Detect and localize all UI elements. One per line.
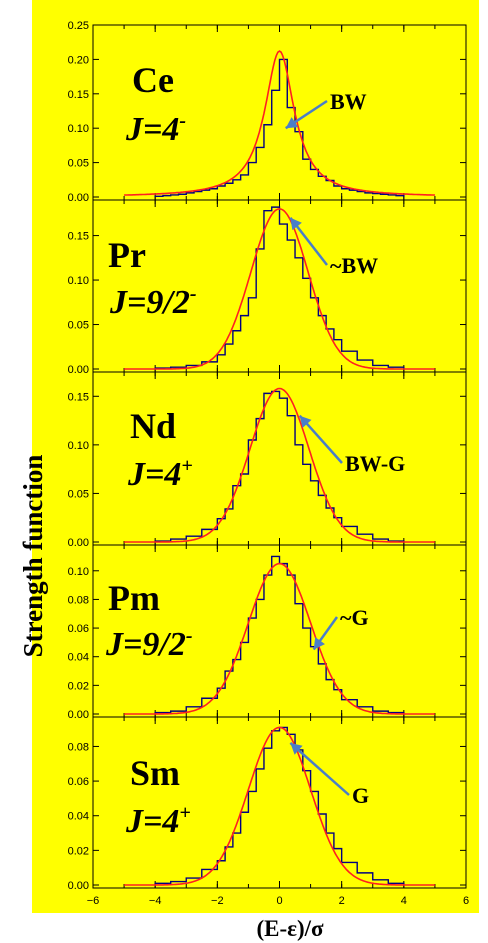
x-tick-label: −6	[87, 895, 100, 907]
y-tick-label: 0.05	[68, 488, 89, 500]
y-tick-label: 0.08	[68, 594, 89, 606]
y-tick-label: 0.05	[68, 158, 89, 170]
histogram-series	[154, 555, 405, 714]
x-tick-label: 6	[463, 895, 469, 907]
arrow-head	[313, 637, 325, 650]
y-axis-label: Strength function	[18, 455, 48, 658]
fit-curve	[124, 208, 435, 370]
y-tick-label: 0.05	[68, 320, 89, 332]
y-tick-label: 0.00	[68, 537, 89, 549]
y-tick-label: 0.04	[68, 652, 89, 664]
y-tick-label: 0.00	[68, 709, 89, 721]
arrow-head	[299, 415, 312, 428]
histogram-series	[154, 58, 405, 198]
element-label: Pm	[108, 578, 160, 618]
arrow-head	[285, 117, 299, 129]
y-tick-label: 0.20	[68, 54, 89, 66]
spin-parity-label: J=4-	[125, 110, 186, 148]
y-tick-label: 0.02	[68, 680, 89, 692]
y-tick-label: 0.08	[68, 741, 89, 753]
distribution-annotation: ~G	[340, 605, 369, 630]
x-tick-label: −4	[149, 895, 162, 907]
y-tick-label: 0.15	[68, 89, 89, 101]
y-tick-label: 0.10	[68, 123, 89, 135]
y-tick-label: 0.00	[68, 364, 89, 376]
distribution-annotation: G	[352, 783, 369, 808]
panel-ce: 0.25 0.20 0.15 0.10 0.05 0.00 Ce J=4- BW	[68, 20, 467, 204]
y-tick-label: 0.04	[68, 811, 89, 823]
element-label: Nd	[130, 406, 176, 446]
x-tick-label: 2	[339, 895, 345, 907]
annotation-arrow	[289, 742, 350, 796]
element-label: Sm	[130, 753, 180, 793]
y-tick-label: 0.00	[68, 880, 89, 892]
fit-curve	[124, 50, 435, 196]
y-tick-label: 0.15	[68, 391, 89, 403]
histogram-series	[154, 726, 405, 885]
histogram-series	[154, 206, 405, 369]
y-tick-label: 0.06	[68, 776, 89, 788]
parity-superscript: -	[179, 110, 186, 132]
element-label: Ce	[132, 60, 174, 100]
y-tick-label: 0.10	[68, 440, 89, 452]
spin-parity-label: J=9/2-	[105, 625, 193, 663]
fit-curve	[124, 387, 435, 543]
x-axis: −6 −4 −2 0 2 4 6	[87, 895, 469, 907]
x-tick-label: −2	[211, 895, 224, 907]
y-tick-label: 0.10	[68, 566, 89, 578]
distribution-annotation: BW-G	[345, 451, 405, 476]
parity-superscript: +	[179, 802, 190, 824]
arrow-head	[290, 217, 302, 231]
element-label: Pr	[108, 235, 146, 275]
x-tick-label: 4	[401, 895, 407, 907]
parity-superscript: -	[190, 283, 197, 305]
panel-pm: 0.10 0.08 0.06 0.04 0.02 0.00 Pm J=9/2- ~G	[68, 544, 467, 721]
parity-superscript: +	[181, 455, 192, 477]
spin-parity-label: J=9/2-	[109, 283, 197, 321]
x-axis-label: (E-ε)/σ	[256, 916, 324, 941]
x-tick-label: 0	[276, 895, 282, 907]
fit-curve	[124, 726, 435, 886]
y-tick-label: 0.10	[68, 275, 89, 287]
y-tick-label: 0.02	[68, 845, 89, 857]
distribution-annotation: BW	[330, 89, 367, 114]
y-tick-label: 0.06	[68, 623, 89, 635]
arrow-head	[290, 742, 303, 755]
fit-curve	[124, 562, 435, 715]
y-tick-label: 0.00	[68, 192, 89, 204]
distribution-annotation: ~BW	[330, 253, 378, 278]
y-tick-label: 0.15	[68, 231, 89, 243]
y-tick-label: 0.25	[68, 20, 89, 32]
parity-superscript: -	[186, 625, 193, 647]
